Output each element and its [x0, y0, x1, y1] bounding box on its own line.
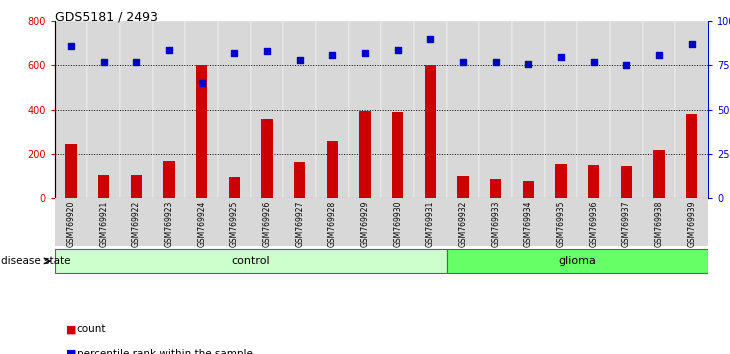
Point	[686, 41, 698, 47]
Text: GSM769920: GSM769920	[66, 201, 76, 247]
Text: glioma: glioma	[558, 256, 596, 266]
Point	[228, 50, 240, 56]
Bar	[620, 166, 632, 198]
Bar	[228, 177, 240, 198]
Text: GSM769937: GSM769937	[622, 201, 631, 247]
Text: GSM769932: GSM769932	[458, 201, 468, 247]
Bar	[577, 21, 610, 198]
Text: percentile rank within the sample: percentile rank within the sample	[77, 349, 253, 354]
Bar	[480, 21, 512, 198]
Bar	[643, 21, 675, 198]
Text: GSM769936: GSM769936	[589, 201, 599, 247]
Bar	[545, 21, 577, 198]
Bar	[675, 21, 708, 198]
Bar	[164, 161, 174, 198]
Bar	[131, 175, 142, 198]
Bar	[382, 21, 414, 198]
Point	[65, 43, 77, 49]
Bar	[425, 65, 436, 198]
Bar	[196, 65, 207, 198]
Point	[294, 57, 306, 63]
Point	[556, 54, 567, 59]
Bar	[261, 119, 273, 198]
Text: GSM769922: GSM769922	[132, 201, 141, 247]
Text: GSM769926: GSM769926	[263, 201, 272, 247]
Point	[98, 59, 110, 65]
Point	[620, 63, 632, 68]
Bar	[588, 166, 599, 198]
Text: GSM769929: GSM769929	[361, 201, 369, 247]
Point	[523, 61, 534, 67]
Bar	[185, 21, 218, 198]
Bar	[458, 176, 469, 198]
Bar	[251, 21, 283, 198]
Bar	[512, 21, 545, 198]
Bar	[283, 21, 316, 198]
Text: ■: ■	[66, 349, 76, 354]
Bar	[316, 21, 349, 198]
Text: GSM769935: GSM769935	[556, 201, 566, 247]
Bar	[55, 21, 88, 198]
Bar	[153, 21, 185, 198]
Bar	[55, 249, 447, 273]
Text: GSM769933: GSM769933	[491, 201, 500, 247]
Text: GSM769928: GSM769928	[328, 201, 337, 247]
Point	[164, 47, 175, 52]
Text: GDS5181 / 2493: GDS5181 / 2493	[55, 11, 158, 24]
Bar	[490, 179, 502, 198]
Bar	[392, 112, 404, 198]
Text: GSM769921: GSM769921	[99, 201, 108, 247]
Point	[392, 47, 404, 52]
Point	[359, 50, 371, 56]
Text: disease state: disease state	[1, 256, 70, 266]
Bar	[653, 149, 665, 198]
Bar	[218, 21, 251, 198]
Point	[653, 52, 665, 58]
Bar	[447, 21, 480, 198]
Text: GSM769925: GSM769925	[230, 201, 239, 247]
Text: ■: ■	[66, 324, 76, 334]
Bar	[294, 162, 305, 198]
Point	[490, 59, 502, 65]
Bar	[686, 114, 697, 198]
Text: GSM769924: GSM769924	[197, 201, 207, 247]
Text: GSM769931: GSM769931	[426, 201, 435, 247]
Bar	[610, 21, 643, 198]
Bar	[120, 21, 153, 198]
Bar	[66, 144, 77, 198]
Point	[457, 59, 469, 65]
Text: GSM769939: GSM769939	[687, 201, 696, 247]
Bar	[414, 21, 447, 198]
Text: GSM769927: GSM769927	[295, 201, 304, 247]
Bar	[359, 111, 371, 198]
Point	[588, 59, 599, 65]
Bar	[349, 21, 382, 198]
Text: GSM769938: GSM769938	[655, 201, 664, 247]
Point	[425, 36, 437, 42]
Point	[196, 80, 207, 86]
Bar	[556, 164, 566, 198]
Point	[261, 48, 273, 54]
Text: GSM769930: GSM769930	[393, 201, 402, 247]
Bar	[447, 249, 708, 273]
Point	[131, 59, 142, 65]
Bar	[98, 175, 110, 198]
Point	[326, 52, 338, 58]
Text: GSM769923: GSM769923	[164, 201, 174, 247]
Bar	[327, 141, 338, 198]
Text: GSM769934: GSM769934	[524, 201, 533, 247]
Text: count: count	[77, 324, 106, 334]
Bar	[88, 21, 120, 198]
Bar	[523, 181, 534, 198]
Text: control: control	[231, 256, 270, 266]
